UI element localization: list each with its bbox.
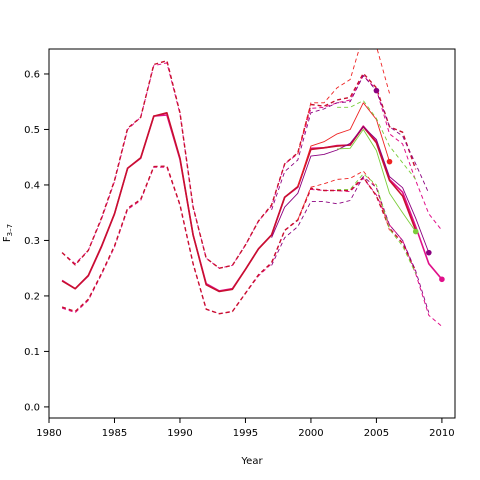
x-tick-label: 1985	[102, 428, 127, 439]
x-axis-title: Year	[240, 456, 263, 467]
series-line-6	[297, 102, 390, 187]
y-tick-label: 0.3	[24, 236, 40, 247]
x-tick-label: 1990	[167, 428, 192, 439]
y-tick-label: 0.4	[24, 180, 40, 191]
x-tick-label: 2005	[364, 428, 389, 439]
y-tick-label: 0.2	[24, 291, 40, 302]
series-line-3	[61, 112, 417, 293]
series-line-13	[337, 100, 417, 180]
series-line-12	[337, 129, 417, 232]
series-end-point-6	[386, 158, 393, 165]
series-line-11	[271, 176, 430, 313]
series-line-14	[337, 173, 417, 274]
series-line-2	[61, 166, 443, 327]
series-line-4	[61, 60, 417, 269]
y-tick-label: 0.6	[24, 69, 40, 80]
x-axis: 1980 1985 1990 1995 2000 2005 2010	[36, 418, 455, 439]
series-line-7	[297, 49, 390, 155]
y-axis-title: F3–7	[2, 224, 14, 242]
x-tick-label: 1980	[36, 428, 61, 439]
series-line-5	[61, 165, 417, 315]
end-points-layer	[373, 87, 445, 283]
series-end-point-12	[412, 228, 419, 235]
y-tick-label: 0.5	[24, 125, 40, 136]
y-axis: 0.0 0.1 0.2 0.3 0.4 0.5 0.6	[24, 69, 49, 413]
series-layer	[61, 49, 443, 327]
series-end-point-9	[426, 249, 432, 256]
plot-frame	[48, 48, 456, 419]
x-tick-label: 2000	[298, 428, 323, 439]
y-tick-label: 0.0	[24, 402, 40, 413]
x-tick-label: 2010	[429, 428, 454, 439]
series-end-point-10	[373, 87, 380, 94]
series-end-point-0	[439, 276, 445, 283]
series-line-8	[297, 170, 390, 231]
series-line-0	[61, 114, 443, 292]
y-axis-title-main: F	[2, 236, 13, 242]
x-tick-label: 1995	[233, 428, 258, 439]
series-line-9	[271, 126, 430, 253]
y-tick-label: 0.1	[24, 347, 40, 358]
series-line-10	[271, 75, 430, 211]
y-axis-title-sub: 3–7	[6, 224, 14, 236]
